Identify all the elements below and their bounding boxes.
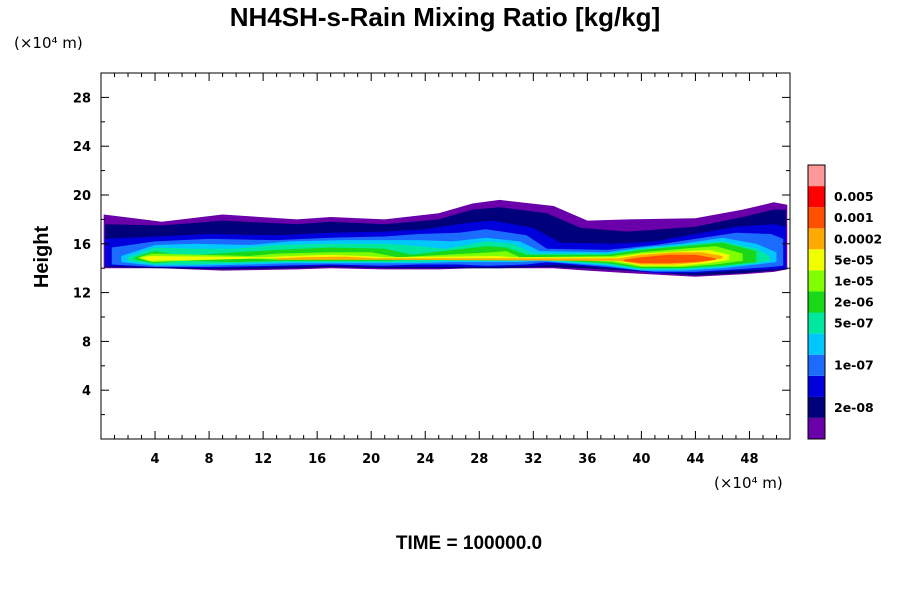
x-tick-label: 40 <box>632 452 650 467</box>
time-label: TIME = 100000.0 <box>396 533 542 554</box>
colorbar-label: 2e-08 <box>834 400 874 415</box>
chart-title: NH4SH-s-Rain Mixing Ratio [kg/kg] <box>230 2 660 32</box>
colorbar-swatch <box>808 396 825 418</box>
colorbar-swatch <box>808 354 825 376</box>
y-tick-label: 12 <box>73 287 91 302</box>
y-axis-label: Height <box>31 226 53 289</box>
x-tick-label: 16 <box>308 452 326 467</box>
x-tick-label: 44 <box>686 452 704 467</box>
x-tick-label: 12 <box>254 452 272 467</box>
colorbar-label: 0.005 <box>834 189 874 204</box>
y-axis-unit: (×10⁴ m) <box>14 34 83 52</box>
colorbar-swatch <box>808 375 825 397</box>
colorbar-label: 1e-07 <box>834 358 874 373</box>
contour-band-10 <box>623 254 716 264</box>
contour-layers <box>103 199 788 277</box>
y-tick-label: 16 <box>73 238 91 253</box>
colorbar-swatch <box>808 165 825 187</box>
plot-frame <box>100 72 791 440</box>
x-tick-label: 32 <box>524 452 542 467</box>
x-tick-label: 8 <box>205 452 214 467</box>
x-axis-unit: (×10⁴ m) <box>714 474 783 492</box>
colorbar-frame <box>807 164 826 440</box>
colorbar-label: 2e-06 <box>834 295 874 310</box>
x-tick-label: 4 <box>151 452 160 467</box>
contour-band-9 <box>276 252 723 265</box>
colorbar-label: 5e-05 <box>834 252 874 267</box>
y-tick-label: 24 <box>73 140 91 155</box>
colorbar: 2e-08 1e-07 5e-07 2e-06 1e-05 5e-05 0.0002 0.00… <box>807 164 882 440</box>
y-tick-label: 20 <box>73 189 91 204</box>
colorbar-swatch <box>808 312 825 334</box>
colorbar-swatch <box>808 186 825 208</box>
x-tick-label: 20 <box>362 452 380 467</box>
x-axis-ticks: 4 8 12 16 20 24 28 32 36 40 44 48 <box>114 73 777 467</box>
colorbar-swatch <box>808 270 825 292</box>
y-tick-label: 8 <box>82 335 91 350</box>
colorbar-label: 0.0002 <box>834 231 882 246</box>
x-tick-label: 24 <box>416 452 434 467</box>
x-tick-label: 28 <box>470 452 488 467</box>
y-tick-label: 4 <box>82 384 91 399</box>
colorbar-label: 0.001 <box>834 210 874 225</box>
x-tick-label: 36 <box>578 452 596 467</box>
contour-band-8 <box>141 249 730 266</box>
colorbar-swatch <box>808 291 825 313</box>
y-tick-label: 28 <box>73 91 91 106</box>
colorbar-swatch <box>808 228 825 250</box>
colorbar-swatch <box>808 333 825 355</box>
colorbar-swatch <box>808 417 825 439</box>
contour-band-7 <box>138 246 743 267</box>
colorbar-label: 1e-05 <box>834 273 874 288</box>
colorbar-swatch <box>808 207 825 229</box>
y-axis-ticks: 4 8 12 16 20 24 28 <box>73 91 790 416</box>
x-tick-label: 48 <box>740 452 758 467</box>
colorbar-label: 5e-07 <box>834 316 874 331</box>
colorbar-swatch <box>808 249 825 271</box>
